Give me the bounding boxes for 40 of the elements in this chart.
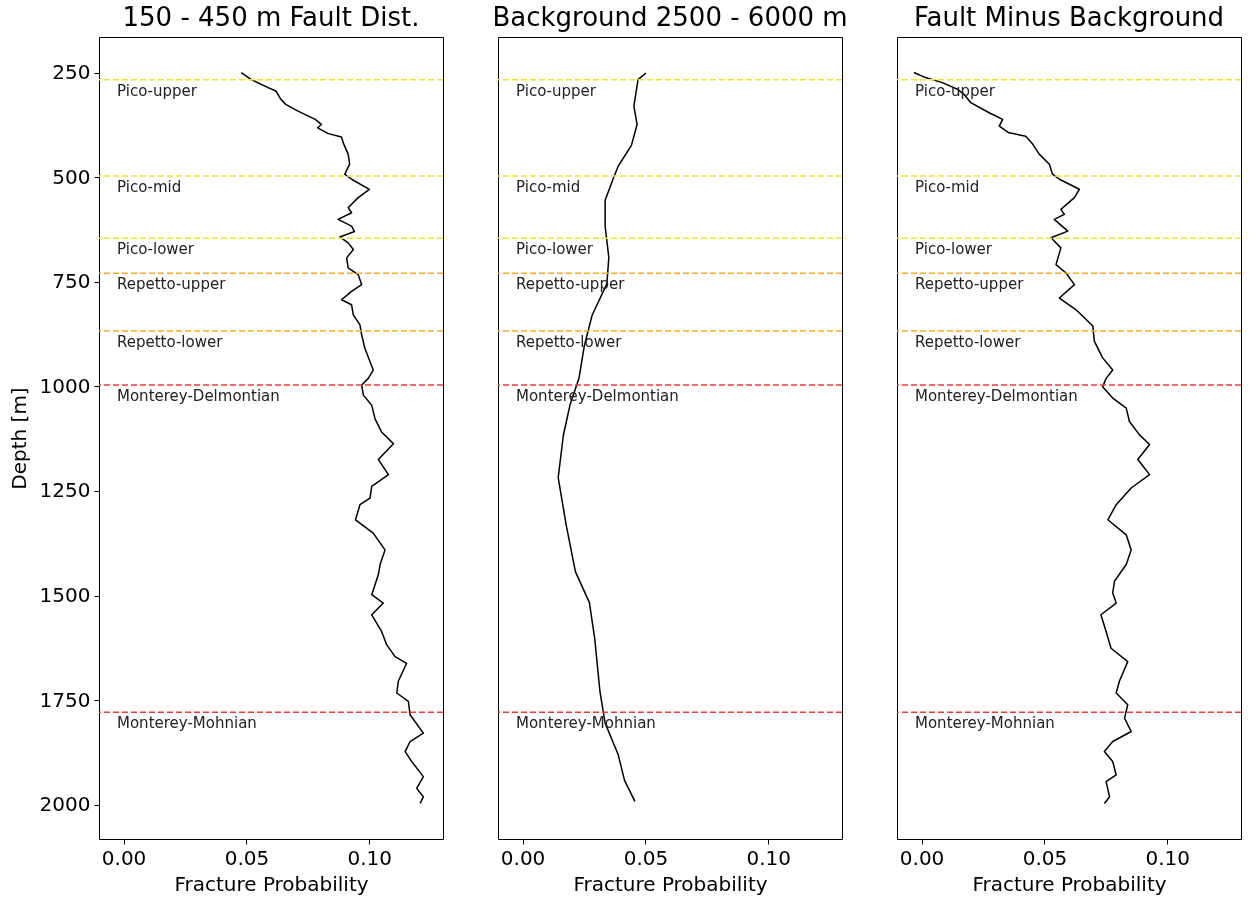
x-tick-label: 0.10 xyxy=(746,845,792,870)
x-axis-title: Fracture Probability xyxy=(174,871,369,896)
ref-line-label: Pico-lower xyxy=(915,240,993,259)
y-tick-label: 1750 xyxy=(39,687,91,712)
ref-line-label: Pico-mid xyxy=(516,177,581,196)
ref-line-label: Repetto-lower xyxy=(915,333,1022,352)
ref-line-label: Pico-lower xyxy=(516,240,594,259)
ref-line-label: Monterey-Delmontian xyxy=(915,387,1078,406)
x-tick-label: 0.05 xyxy=(1022,845,1068,870)
ref-line-label: Repetto-lower xyxy=(117,333,224,352)
x-tick-label: 0.00 xyxy=(101,845,147,870)
chart-title: Fault Minus Background xyxy=(913,2,1225,32)
ref-line-label: Pico-mid xyxy=(117,177,182,196)
ref-line-label: Repetto-upper xyxy=(915,275,1025,294)
ref-line-label: Monterey-Mohnian xyxy=(915,714,1055,733)
y-tick-label: 1250 xyxy=(39,478,91,503)
x-tick-label: 0.10 xyxy=(1145,845,1191,870)
ref-line-label: Pico-upper xyxy=(117,81,198,100)
y-tick-label: 1500 xyxy=(39,583,91,608)
chart-title: Background 2500 - 6000 m xyxy=(492,2,848,32)
y-axis-title: Depth [m] xyxy=(6,387,31,490)
y-tick-label: 2000 xyxy=(39,792,91,817)
y-tick-label: 1000 xyxy=(39,373,91,398)
y-tick-label: 250 xyxy=(52,60,91,85)
x-axis-title: Fracture Probability xyxy=(573,871,768,896)
y-tick-label: 500 xyxy=(52,164,91,189)
ref-line-label: Pico-lower xyxy=(117,240,195,259)
ref-line-label: Pico-upper xyxy=(516,81,597,100)
ref-line-label: Pico-mid xyxy=(915,177,980,196)
x-tick-label: 0.00 xyxy=(500,845,546,870)
chart-title: 150 - 450 m Fault Dist. xyxy=(122,2,420,32)
ref-line-label: Repetto-upper xyxy=(117,275,227,294)
ref-line-label: Monterey-Delmontian xyxy=(117,387,280,406)
x-axis-title: Fracture Probability xyxy=(972,871,1167,896)
x-tick-label: 0.10 xyxy=(347,845,393,870)
x-tick-label: 0.05 xyxy=(224,845,270,870)
x-tick-label: 0.00 xyxy=(899,845,945,870)
ref-line-label: Monterey-Mohnian xyxy=(117,714,257,733)
y-tick-label: 750 xyxy=(52,269,91,294)
x-tick-label: 0.05 xyxy=(623,845,669,870)
